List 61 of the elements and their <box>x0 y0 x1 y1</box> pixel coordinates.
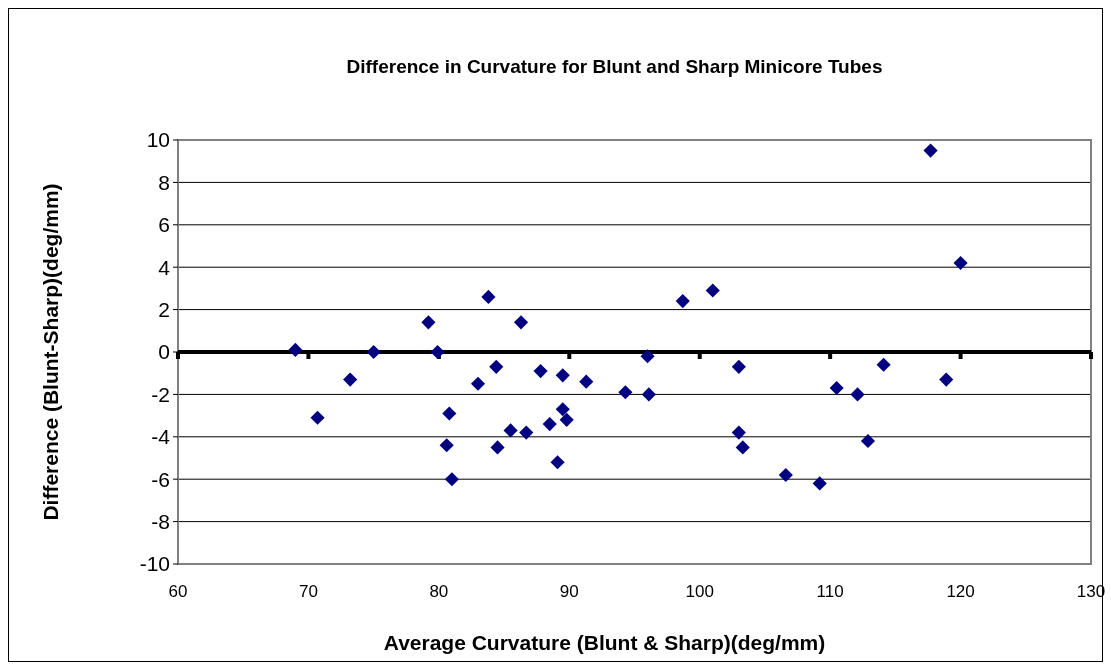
y-tick-label: 2 <box>158 297 170 321</box>
point <box>366 344 381 360</box>
point <box>555 402 570 417</box>
x-tick-label: 110 <box>816 582 844 601</box>
point <box>923 143 938 158</box>
point <box>640 349 655 364</box>
y-tick-label: 8 <box>158 170 170 194</box>
point <box>860 433 876 449</box>
point <box>442 406 457 421</box>
point <box>953 255 968 271</box>
y-tick-label: 10 <box>146 128 170 152</box>
point <box>503 423 518 438</box>
x-tick-label: 60 <box>168 582 188 601</box>
point <box>489 359 504 374</box>
point <box>542 417 557 432</box>
point <box>490 440 505 455</box>
point <box>850 387 865 402</box>
point <box>731 425 746 440</box>
x-tick-label: 70 <box>298 582 318 601</box>
point <box>641 387 656 402</box>
y-tick-label: 6 <box>158 213 170 237</box>
y-tick-label: -2 <box>151 382 170 406</box>
point <box>310 410 325 425</box>
point <box>829 380 844 396</box>
point <box>579 374 594 389</box>
x-tick-label: 100 <box>685 582 714 601</box>
point <box>559 412 574 427</box>
point <box>343 372 358 387</box>
point <box>288 342 303 357</box>
point <box>705 283 720 298</box>
point <box>778 467 793 483</box>
x-tick-label: 80 <box>429 582 449 601</box>
point <box>533 364 548 379</box>
chart-title: Difference in Curvature for Blunt and Sharp Minicore Tubes <box>346 56 883 77</box>
point <box>430 344 445 360</box>
point <box>618 385 633 400</box>
point <box>876 357 891 372</box>
point <box>444 472 459 487</box>
point <box>550 455 565 470</box>
point <box>555 368 570 383</box>
x-tick-label: 90 <box>559 582 579 601</box>
point <box>675 294 690 309</box>
y-tick-label: 4 <box>158 255 171 279</box>
x-tick-label: 120 <box>946 582 975 601</box>
point <box>481 289 496 304</box>
y-tick-label: -8 <box>151 509 170 533</box>
y-tick-label: -6 <box>151 467 170 491</box>
y-axis-title: Difference (Blunt-Sharp)(deg/mm) <box>39 183 62 521</box>
point <box>439 438 454 453</box>
point <box>735 440 750 455</box>
point <box>812 476 827 491</box>
point <box>519 425 534 440</box>
point <box>470 376 486 391</box>
x-axis-title: Average Curvature (Blunt & Sharp)(deg/mm) <box>383 631 826 654</box>
point <box>731 359 746 374</box>
y-tick-label: -4 <box>151 425 171 449</box>
point <box>939 372 954 387</box>
point <box>513 315 529 330</box>
point <box>421 315 436 330</box>
y-tick-label: -10 <box>139 552 170 576</box>
y-tick-label: 0 <box>158 340 170 364</box>
